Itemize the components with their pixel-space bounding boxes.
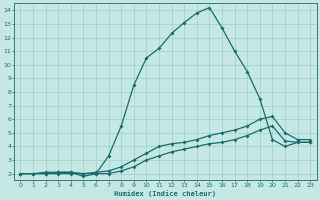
- X-axis label: Humidex (Indice chaleur): Humidex (Indice chaleur): [114, 190, 216, 197]
